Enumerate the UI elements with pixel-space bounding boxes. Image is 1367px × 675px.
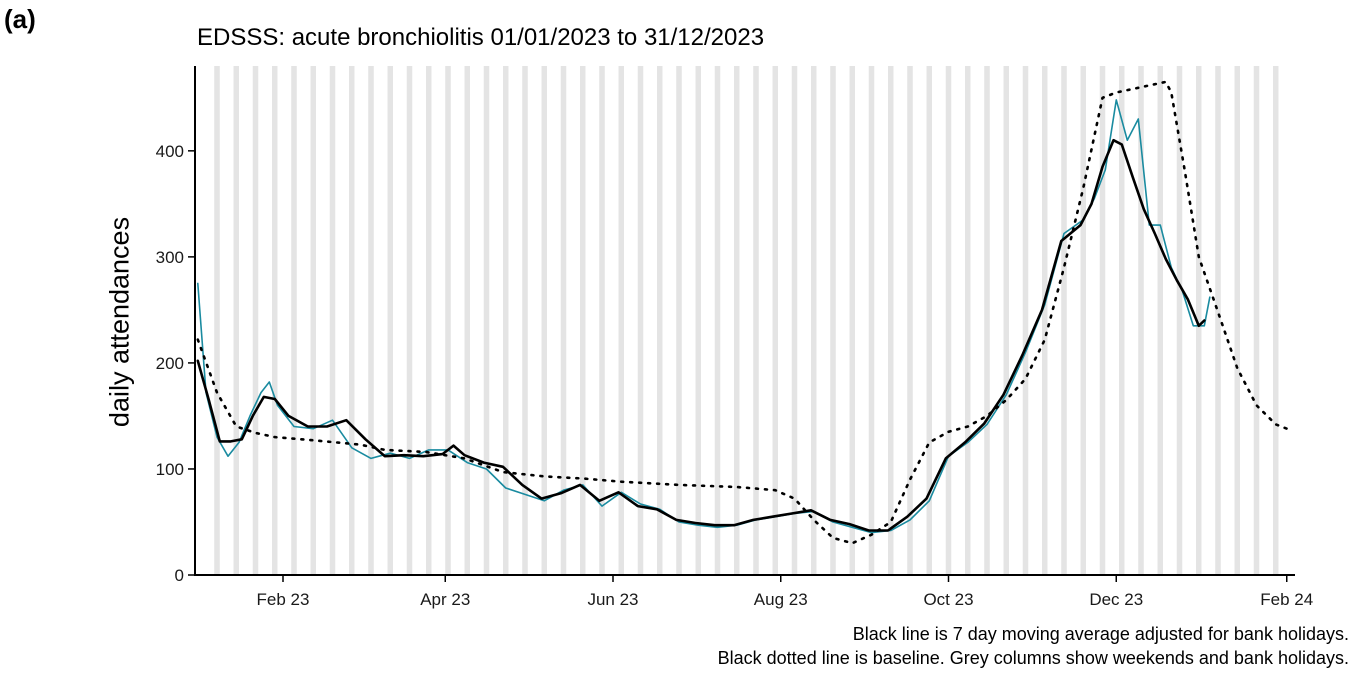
weekend-column xyxy=(522,66,528,575)
data-series xyxy=(196,80,1289,545)
x-tick-label: Aug 23 xyxy=(754,590,808,609)
y-tick-label: 100 xyxy=(156,460,184,479)
weekend-column xyxy=(676,66,682,575)
x-tick-label: Dec 23 xyxy=(1089,590,1143,609)
weekend-column xyxy=(445,66,451,575)
weekend-column xyxy=(734,66,740,575)
weekend-column xyxy=(503,66,509,575)
weekend-column xyxy=(868,66,875,575)
series-moving-average-line xyxy=(196,138,1206,532)
weekend-column xyxy=(464,66,470,575)
weekend-column xyxy=(695,66,701,575)
weekend-column xyxy=(926,66,932,575)
weekend-column xyxy=(945,66,952,575)
y-tick-label: 200 xyxy=(156,354,184,373)
weekend-column xyxy=(965,66,971,575)
weekend-column xyxy=(637,66,644,575)
weekend-column xyxy=(233,66,239,575)
weekend-columns xyxy=(214,66,1279,575)
caption: Black line is 7 day moving average adjus… xyxy=(718,622,1349,670)
axes: 0 100 200 300 400 Feb 23 Apr 23 Jun 23 Aug 23 Oct… xyxy=(156,66,1313,609)
weekend-column xyxy=(907,66,913,575)
weekend-column xyxy=(1042,66,1048,575)
weekend-column xyxy=(984,66,990,575)
weekend-column xyxy=(387,66,393,575)
series-baseline-line xyxy=(196,80,1289,545)
weekend-column xyxy=(657,66,663,575)
weekend-column xyxy=(1138,66,1144,575)
weekend-column xyxy=(272,66,278,575)
weekend-column xyxy=(811,66,817,575)
caption-line-1: Black line is 7 day moving average adjus… xyxy=(852,624,1349,644)
weekend-column xyxy=(791,66,798,575)
weekend-column xyxy=(618,66,624,575)
weekend-column xyxy=(541,66,547,575)
weekend-column xyxy=(1273,66,1279,575)
weekend-column xyxy=(406,66,413,575)
x-tick-label: Feb 23 xyxy=(257,590,310,609)
y-tick-label: 0 xyxy=(175,566,184,585)
weekend-column xyxy=(1157,66,1163,575)
weekend-column xyxy=(214,66,220,575)
x-tick-label: Feb 24 xyxy=(1260,590,1313,609)
weekend-column xyxy=(1061,66,1067,575)
x-tick-label: Jun 23 xyxy=(587,590,638,609)
y-tick-label: 300 xyxy=(156,248,184,267)
weekend-column xyxy=(329,66,336,575)
weekend-column xyxy=(1234,66,1240,575)
y-tick-label: 400 xyxy=(156,142,184,161)
weekend-column xyxy=(1253,66,1260,575)
caption-line-2: Black dotted line is baseline. Grey colu… xyxy=(717,648,1349,668)
panel-label: (a) xyxy=(4,4,36,34)
weekend-column xyxy=(714,66,721,575)
weekend-column xyxy=(1099,66,1106,575)
weekend-column xyxy=(1119,66,1125,575)
weekend-column xyxy=(291,66,297,575)
weekend-column xyxy=(888,66,894,575)
weekend-column xyxy=(599,66,605,575)
weekend-column xyxy=(252,66,259,575)
weekend-column xyxy=(830,66,836,575)
weekend-column xyxy=(349,66,355,575)
weekend-column xyxy=(1176,66,1183,575)
x-tick-label: Oct 23 xyxy=(923,590,973,609)
weekend-column xyxy=(1003,66,1009,575)
weekend-column xyxy=(1080,66,1086,575)
chart-plot: 0 100 200 300 400 Feb 23 Apr 23 Jun 23 Aug 23 Oct… xyxy=(156,66,1313,609)
weekend-column xyxy=(426,66,432,575)
weekend-column xyxy=(849,66,855,575)
weekend-column xyxy=(483,66,490,575)
weekend-column xyxy=(580,66,586,575)
weekend-column xyxy=(1022,66,1029,575)
weekend-column xyxy=(753,66,759,575)
chart-title: EDSSS: acute bronchiolitis 01/01/2023 to… xyxy=(197,24,765,51)
weekend-column xyxy=(1196,66,1202,575)
weekend-column xyxy=(310,66,316,575)
x-tick-label: Apr 23 xyxy=(420,590,470,609)
weekend-column xyxy=(1215,66,1221,575)
weekend-column xyxy=(560,66,567,575)
weekend-column xyxy=(772,66,778,575)
weekend-column xyxy=(368,66,374,575)
